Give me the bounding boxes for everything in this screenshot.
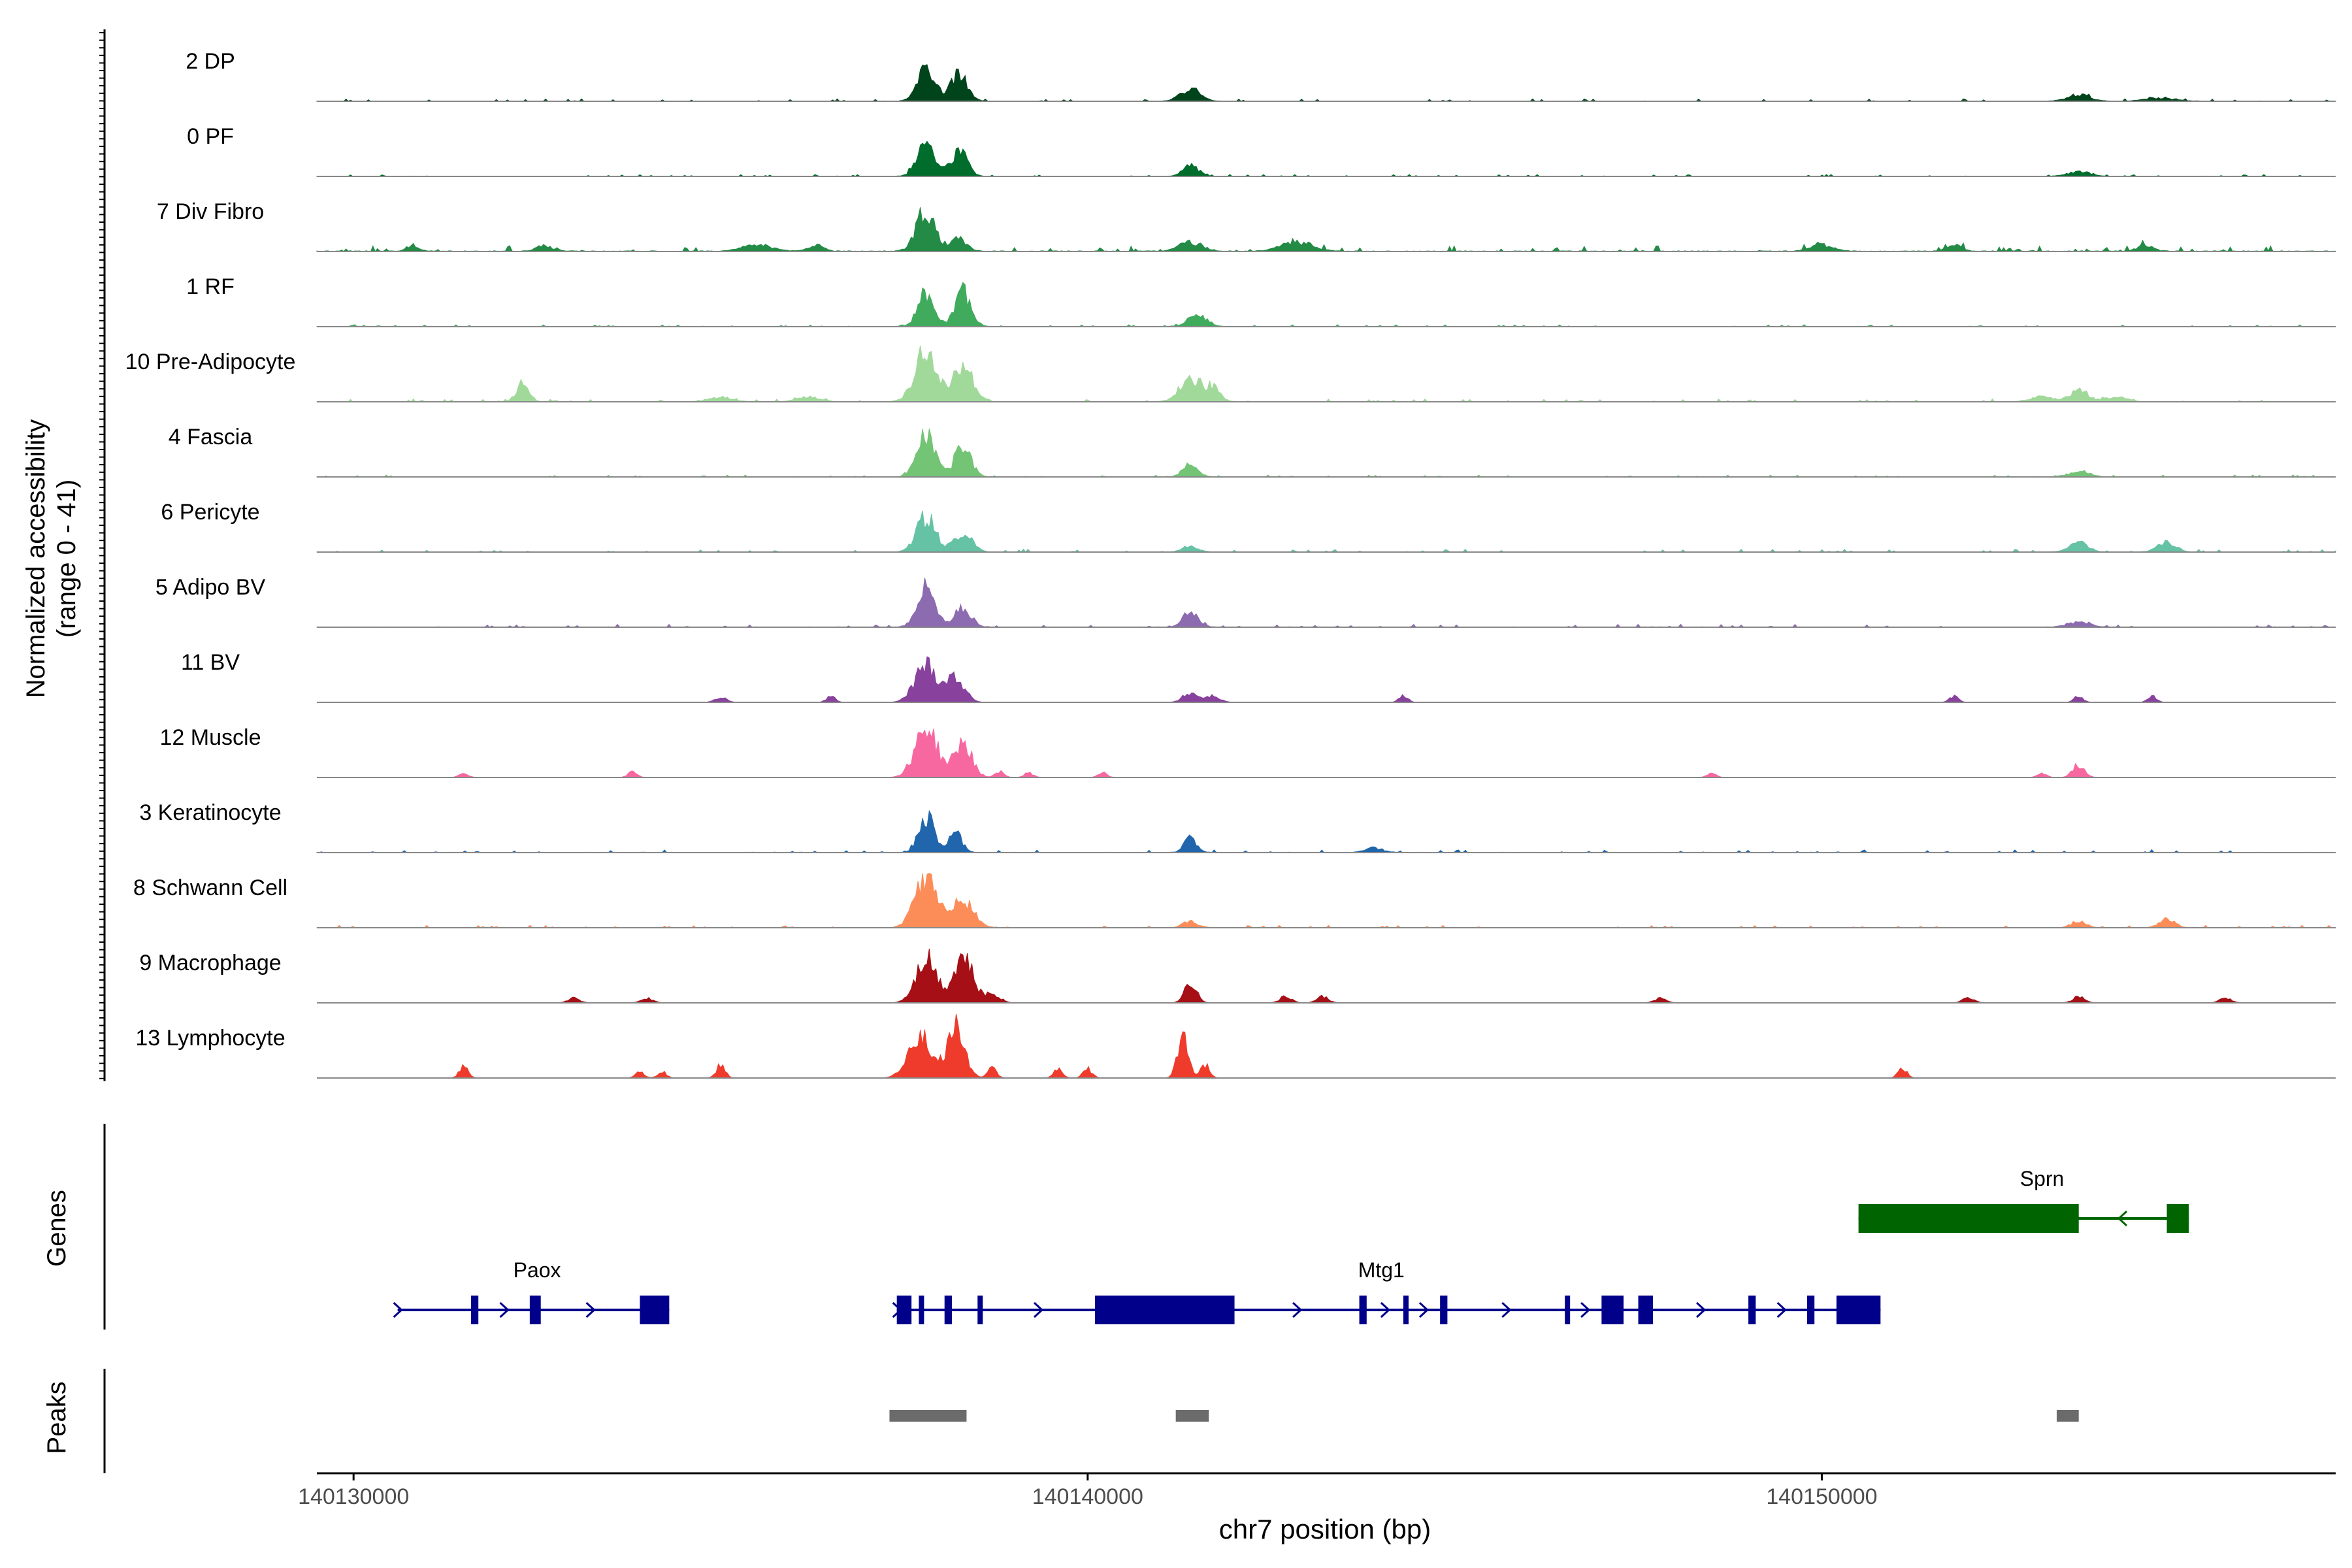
- gene-exon: [944, 1296, 952, 1324]
- gene-exon: [470, 1296, 479, 1324]
- coverage-area: [317, 1013, 2336, 1079]
- y-axis-title: Normalized accessibility: [22, 419, 50, 698]
- gene-exon: [1359, 1296, 1367, 1324]
- track-label: 8 Schwann Cell: [133, 875, 287, 900]
- track-label: 3 Keratinocyte: [139, 800, 281, 825]
- x-tick-label: 140130000: [298, 1484, 409, 1509]
- y-axis-range: (range 0 - 41): [52, 480, 81, 638]
- gene-exon: [1748, 1296, 1756, 1324]
- coverage-area: [316, 510, 2336, 553]
- gene-exon: [1638, 1296, 1654, 1324]
- strand-arrow: [1380, 1301, 1391, 1318]
- peak-region: [2057, 1410, 2079, 1422]
- gene-exon: [2166, 1204, 2189, 1233]
- track-label: 13 Lymphocyte: [135, 1026, 285, 1051]
- coverage-area: [316, 140, 2336, 177]
- track-label: 11 BV: [181, 650, 240, 675]
- coverage-area: [317, 728, 2336, 778]
- strand-arrow: [1418, 1301, 1429, 1318]
- gene-exon: [1565, 1296, 1571, 1324]
- track-label: 1 RF: [186, 274, 235, 299]
- coverage-area: [316, 345, 2336, 402]
- track-label: 10 Pre-Adipocyte: [125, 350, 296, 374]
- gene-exon: [1601, 1296, 1624, 1324]
- strand-arrow: [1696, 1301, 1707, 1318]
- genes-label: Genes: [42, 1190, 71, 1267]
- strand-arrow: [585, 1301, 596, 1318]
- coverage-area: [317, 949, 2336, 1004]
- strand-arrow: [393, 1301, 403, 1318]
- gene-exon: [919, 1296, 924, 1324]
- track-label: 9 Macrophage: [139, 951, 281, 975]
- coverage-area: [316, 872, 2336, 928]
- coverage-area: [316, 64, 2336, 102]
- gene-exon: [640, 1296, 670, 1324]
- coverage-area: [316, 282, 2336, 327]
- gene-track: Paox Mtg1 Sprn: [393, 1167, 2189, 1324]
- gene-exon: [1836, 1296, 1881, 1324]
- gene-label: Paox: [514, 1258, 561, 1282]
- peaks-label: Peaks: [42, 1381, 71, 1454]
- gene-exon: [529, 1296, 541, 1324]
- gene-exon: [1806, 1296, 1815, 1324]
- coverage-area: [316, 207, 2336, 253]
- gene-exon: [1403, 1296, 1409, 1324]
- strand-arrow: [1292, 1301, 1303, 1318]
- track-label: 6 Pericyte: [161, 500, 259, 525]
- gene-exon: [1858, 1204, 2079, 1233]
- strand-arrow: [1580, 1301, 1591, 1318]
- gene-label: Mtg1: [1358, 1258, 1405, 1282]
- coverage-area: [316, 429, 2336, 478]
- track-label: 7 Div Fibro: [157, 199, 264, 224]
- gene-exon: [1440, 1296, 1448, 1324]
- peak-track: [889, 1410, 2079, 1422]
- x-tick-label: 140140000: [1032, 1484, 1143, 1509]
- x-axis: 140130000 140140000 140150000: [298, 1472, 2336, 1509]
- track-label: 2 DP: [186, 49, 235, 74]
- gene-exon: [1095, 1296, 1235, 1324]
- track-label: 5 Adipo BV: [155, 575, 266, 600]
- coverage-area: [317, 656, 2336, 703]
- gene-exon: [977, 1296, 983, 1324]
- coverage-area: [316, 809, 2336, 853]
- gene-label: Sprn: [2020, 1167, 2065, 1190]
- strand-arrow: [1501, 1301, 1512, 1318]
- strand-arrow: [1776, 1301, 1787, 1318]
- coverage-area: [316, 578, 2336, 628]
- x-tick-label: 140150000: [1766, 1484, 1877, 1509]
- track-label: 12 Muscle: [160, 725, 261, 750]
- coverage-tracks: 2 DP 0 PF 7 Div Fibro 1 RF 10 Pre-Adipocyte 4…: [125, 49, 2336, 1079]
- peak-region: [889, 1410, 967, 1422]
- strand-arrow: [1033, 1301, 1044, 1318]
- peak-region: [1175, 1410, 1209, 1422]
- strand-arrow: [499, 1301, 510, 1318]
- strand-arrow: [2117, 1210, 2128, 1227]
- x-axis-title: chr7 position (bp): [1219, 1514, 1431, 1544]
- track-label: 0 PF: [187, 124, 234, 149]
- gene-exon: [896, 1296, 912, 1324]
- track-label: 4 Fascia: [169, 425, 253, 449]
- y-axis: [99, 29, 106, 1473]
